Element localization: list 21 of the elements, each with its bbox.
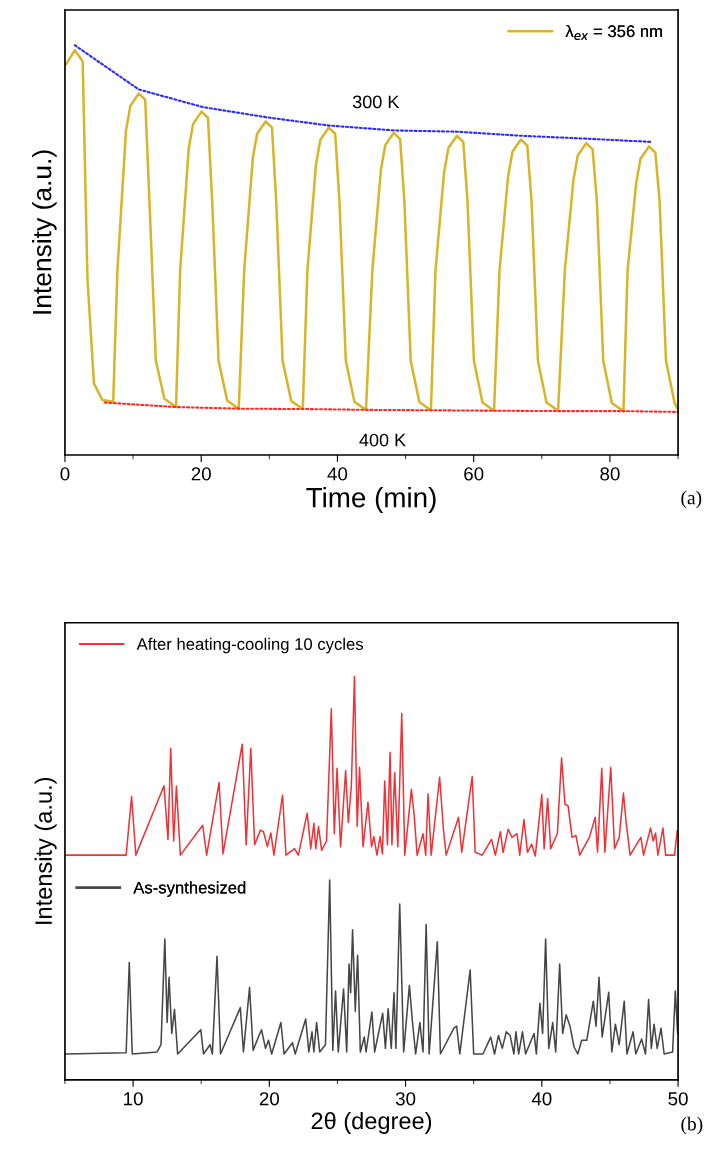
x-tick-label: 10 bbox=[124, 1092, 143, 1106]
text: (b) bbox=[681, 1116, 703, 1135]
x-tick-label: 40 bbox=[531, 1092, 552, 1106]
x-tick-label: 20 bbox=[259, 1092, 280, 1106]
x-tick-label: 80 bbox=[600, 467, 620, 481]
y-axis-title: Intensity (a.u.) bbox=[32, 150, 57, 314]
annotation: 300 K bbox=[352, 95, 400, 109]
legend-label: λ$_{ex}$ = 356 nm bbox=[565, 24, 662, 40]
x-axis-title: 2θ (degree) bbox=[311, 1111, 432, 1134]
x-axis-title: Time (min) bbox=[306, 487, 436, 513]
x-tick-label: 30 bbox=[395, 1092, 416, 1106]
legend-label: As-synthesized bbox=[133, 881, 246, 897]
x-tick-label: 50 bbox=[668, 1092, 688, 1106]
x-tick-label: 40 bbox=[327, 467, 348, 481]
y-axis-title: Intensity (a.u.) bbox=[34, 777, 57, 924]
x-tick-label: 20 bbox=[191, 467, 211, 481]
x-tick-label: 60 bbox=[464, 467, 484, 481]
legend-label: After heating-cooling 10 cycles bbox=[136, 637, 364, 654]
annotation: 400 K bbox=[359, 433, 406, 447]
x-tick-label: 0 bbox=[60, 467, 70, 481]
text: (a) bbox=[681, 490, 702, 509]
